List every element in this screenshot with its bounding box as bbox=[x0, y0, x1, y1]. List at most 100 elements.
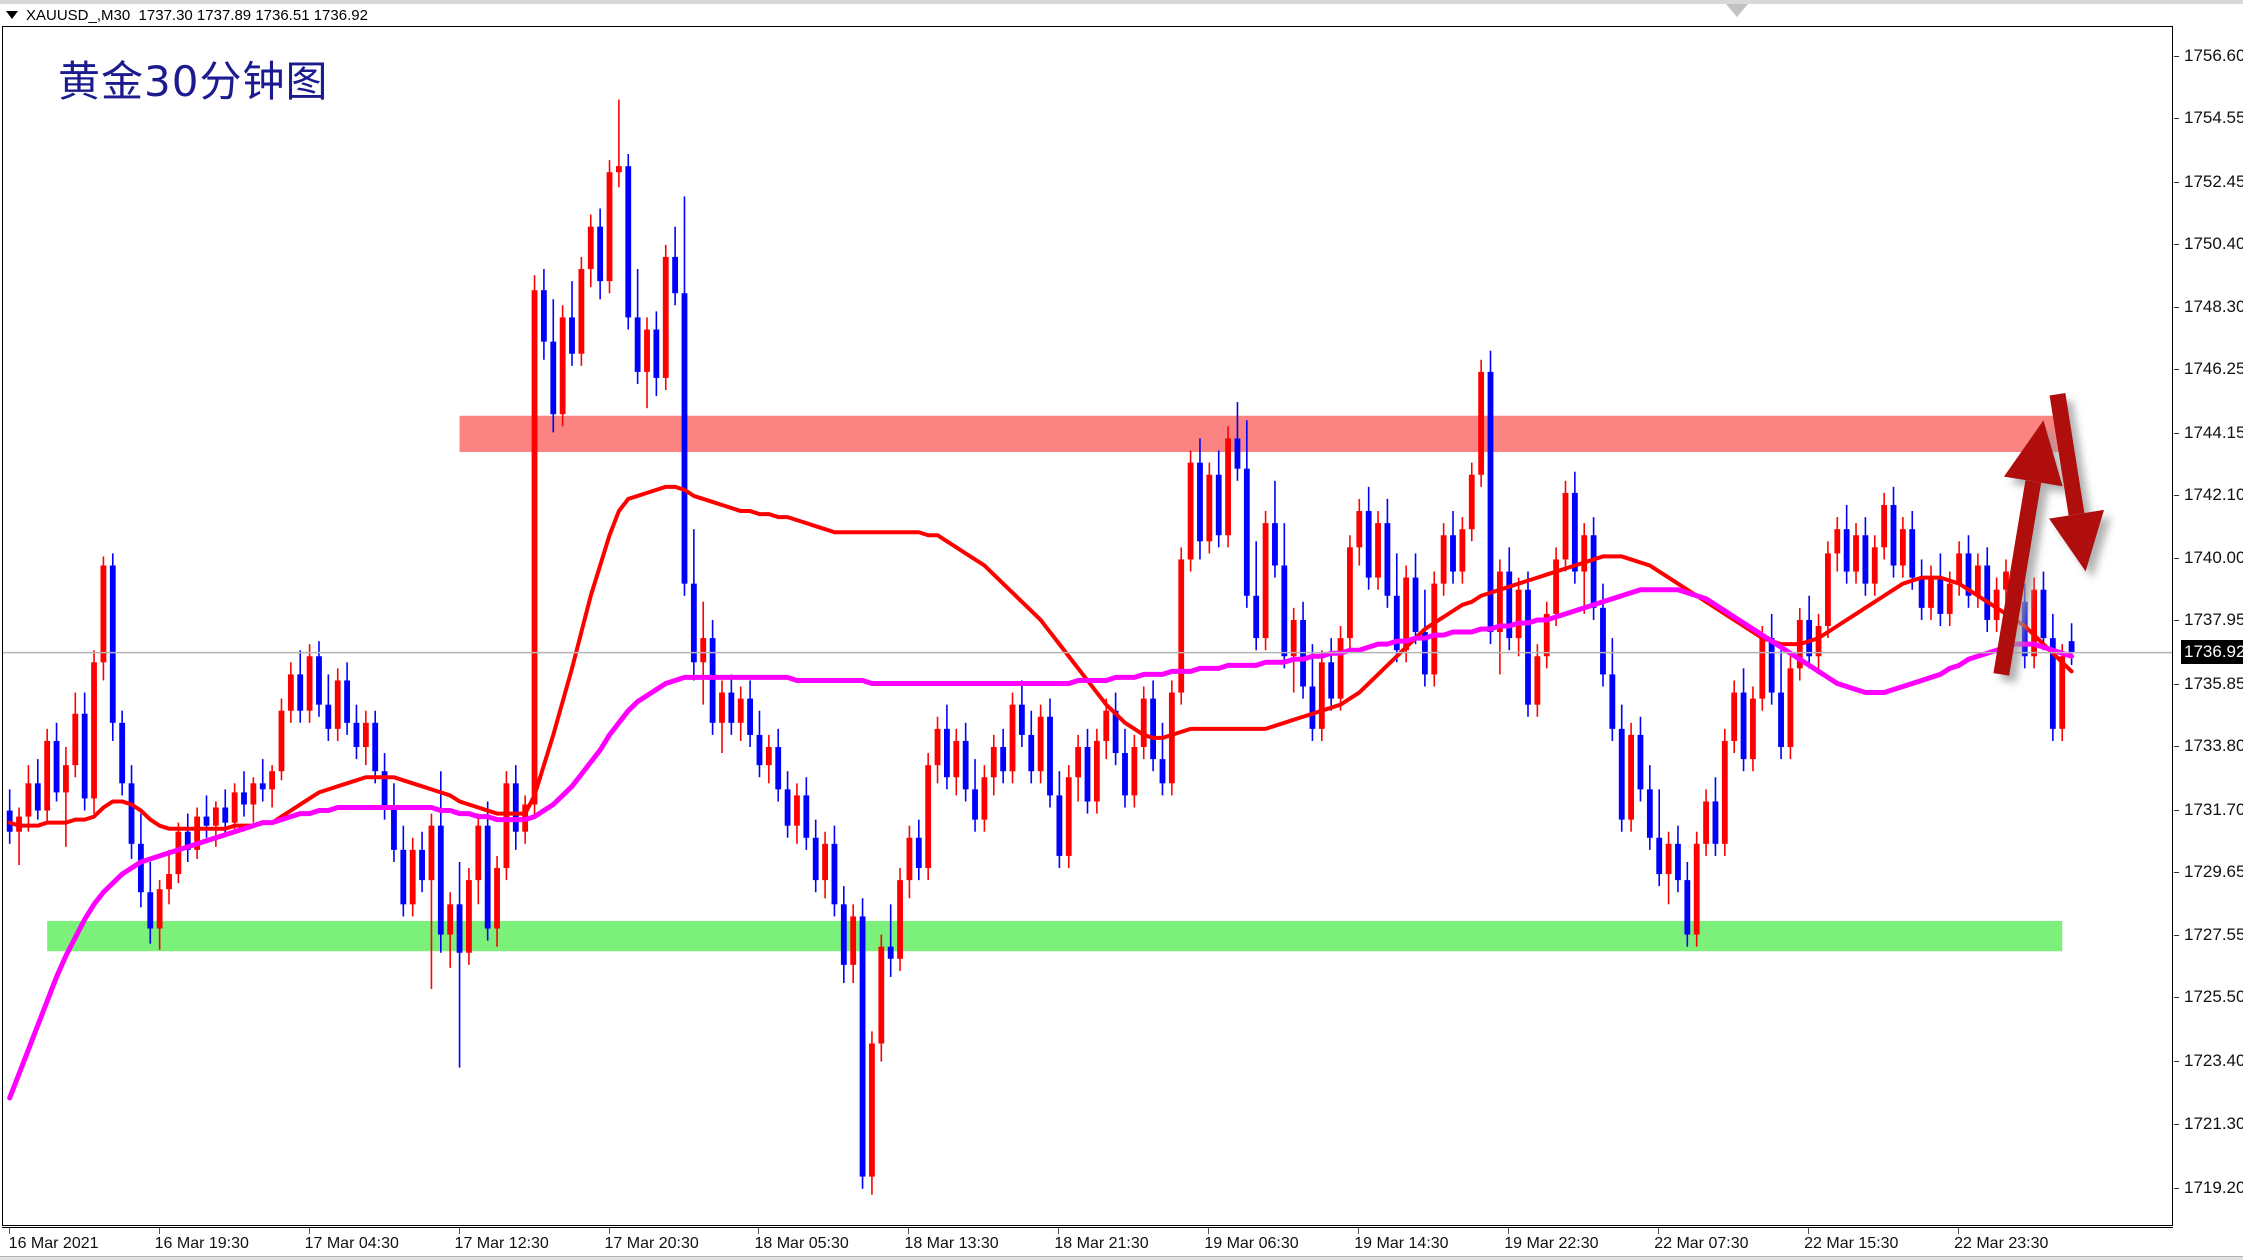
candlestick bbox=[1290, 607, 1297, 693]
candlestick bbox=[1787, 656, 1794, 760]
candlestick bbox=[1300, 601, 1306, 699]
time-tick-label: 18 Mar 21:30 bbox=[1054, 1235, 1149, 1252]
candlestick bbox=[1853, 523, 1859, 584]
price-tick bbox=[2174, 1187, 2179, 1189]
price-tick bbox=[2174, 558, 2179, 560]
candlestick bbox=[1178, 547, 1185, 705]
candlestick bbox=[887, 904, 894, 977]
time-tick bbox=[1208, 1228, 1210, 1234]
chevron-down-icon[interactable] bbox=[6, 11, 18, 19]
candlestick bbox=[72, 692, 79, 778]
candlestick bbox=[63, 747, 69, 847]
candlestick bbox=[1065, 765, 1072, 869]
price-tick bbox=[2174, 620, 2179, 622]
candlestick bbox=[1703, 789, 1709, 856]
price-tick-label: 1744.15 bbox=[2184, 422, 2243, 442]
candlestick bbox=[531, 275, 538, 817]
candlestick bbox=[1459, 517, 1466, 584]
candlestick bbox=[1122, 728, 1128, 808]
candlestick bbox=[259, 759, 266, 802]
candlestick bbox=[1609, 638, 1616, 741]
candlestick bbox=[840, 886, 847, 983]
candlestick bbox=[653, 311, 660, 397]
candlestick bbox=[1281, 523, 1288, 669]
candlestick bbox=[81, 692, 88, 811]
time-tick-label: 17 Mar 12:30 bbox=[454, 1235, 549, 1252]
candlestick bbox=[1328, 638, 1335, 711]
time-axis[interactable]: 16 Mar 2021 16 Mar 19:30 17 Mar 04:30 17 Ma… bbox=[2, 1227, 2173, 1260]
candlestick bbox=[1018, 680, 1025, 748]
candlestick bbox=[91, 650, 97, 814]
candlestick bbox=[775, 728, 782, 802]
time-tick-label: 18 Mar 13:30 bbox=[904, 1235, 999, 1252]
price-tick bbox=[2174, 432, 2179, 434]
candlestick bbox=[512, 765, 519, 850]
candlestick bbox=[1234, 402, 1241, 481]
candlestick bbox=[409, 837, 416, 917]
candlestick bbox=[1393, 553, 1400, 663]
chart-plot-area[interactable] bbox=[2, 26, 2173, 1226]
candlestick bbox=[812, 819, 819, 893]
candlestick bbox=[1956, 541, 1963, 596]
price-tick-label: 1719.20 bbox=[2184, 1177, 2243, 1197]
page-title: 黄金30分钟图 bbox=[58, 57, 329, 106]
candlestick bbox=[1253, 541, 1260, 651]
candlestick bbox=[559, 305, 566, 427]
time-tick bbox=[1058, 1228, 1060, 1234]
ma-slow-line bbox=[7, 587, 2075, 1101]
price-tick-label: 1729.65 bbox=[2184, 861, 2243, 881]
candlestick bbox=[1740, 668, 1747, 772]
time-tick bbox=[1508, 1228, 1510, 1234]
candlestick bbox=[1553, 547, 1560, 626]
time-tick bbox=[458, 1228, 460, 1234]
candlestick bbox=[2003, 559, 2009, 602]
candlestick bbox=[1750, 686, 1756, 772]
candlestick bbox=[1496, 559, 1503, 675]
candlestick bbox=[541, 269, 547, 360]
price-tick bbox=[2174, 494, 2179, 496]
candlestick bbox=[915, 819, 922, 881]
time-tick-label: 16 Mar 19:30 bbox=[154, 1235, 249, 1252]
candlestick bbox=[306, 644, 313, 723]
candlestick bbox=[1918, 559, 1925, 620]
candlestick bbox=[1890, 486, 1897, 578]
candlestick bbox=[831, 825, 838, 917]
candlestick bbox=[1075, 734, 1082, 802]
candlestick bbox=[297, 650, 304, 723]
candlestick bbox=[803, 777, 810, 850]
time-tick bbox=[8, 1228, 10, 1234]
candlestick bbox=[1834, 517, 1841, 572]
candlestick bbox=[428, 813, 435, 990]
candlestick bbox=[1646, 765, 1653, 850]
candlestick bbox=[1375, 511, 1381, 590]
candlestick bbox=[1206, 462, 1213, 554]
candlestick bbox=[934, 716, 941, 784]
price-tick bbox=[2174, 118, 2179, 120]
candlestick bbox=[1112, 692, 1119, 766]
candlestick bbox=[316, 641, 322, 717]
price-tick-label: 1721.30 bbox=[2184, 1114, 2243, 1134]
candlestick bbox=[1843, 504, 1850, 584]
candlestick bbox=[241, 771, 247, 817]
time-tick-label: 22 Mar 23:30 bbox=[1954, 1235, 2049, 1252]
price-tick-label: 1725.50 bbox=[2184, 987, 2243, 1007]
candlestick bbox=[1928, 565, 1934, 620]
candlestick bbox=[1487, 350, 1494, 645]
candlestick bbox=[250, 777, 257, 823]
candlestick bbox=[1712, 777, 1719, 856]
candlestick bbox=[269, 765, 276, 808]
candlestick bbox=[906, 825, 913, 899]
candlestick bbox=[287, 662, 294, 723]
candlestick bbox=[765, 734, 772, 784]
candlestick bbox=[944, 704, 950, 790]
candlestick bbox=[34, 759, 41, 820]
price-tick-label: 1731.70 bbox=[2184, 799, 2243, 819]
price-axis[interactable]: 1756.60 1754.55 1752.45 1750.40 1748.30 1746.… bbox=[2174, 26, 2243, 1226]
candlestick bbox=[756, 710, 763, 778]
candlestick bbox=[184, 813, 191, 862]
candlestick bbox=[1618, 704, 1625, 832]
candlestick bbox=[1431, 571, 1438, 687]
candlestick bbox=[437, 771, 444, 953]
support-zone bbox=[47, 920, 2063, 952]
candlestick bbox=[2049, 613, 2056, 741]
